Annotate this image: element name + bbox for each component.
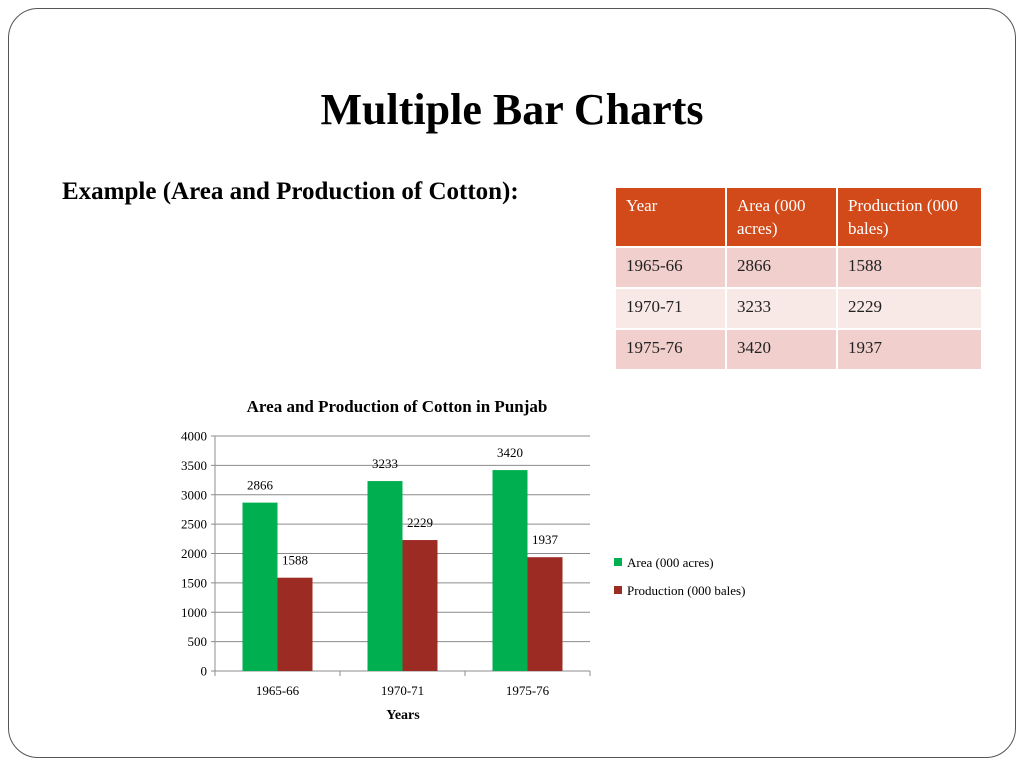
chart-legend: Area (000 acres) Production (000 bales): [614, 555, 745, 598]
x-axis-label: Years: [386, 708, 420, 723]
bar: [367, 481, 403, 671]
bar-data-label: 3420: [497, 445, 523, 460]
legend-label: Area (000 acres): [627, 555, 714, 570]
y-tick-label: 4000: [181, 429, 207, 444]
bar-data-label: 3233: [372, 456, 398, 471]
y-tick-label: 1500: [181, 575, 207, 590]
bar: [492, 470, 528, 671]
table-cell-production: 2229: [836, 287, 983, 330]
table-row: 1970-71 3233 2229: [614, 287, 983, 330]
table-cell-year: 1965-66: [614, 246, 727, 289]
y-tick-label: 2500: [181, 517, 207, 532]
slide-title: Multiple Bar Charts: [320, 85, 704, 134]
bar-data-label: 2229: [407, 515, 433, 530]
bar-data-label: 1937: [532, 532, 559, 547]
y-tick-label: 2000: [181, 546, 207, 561]
x-tick-label: 1975-76: [506, 683, 550, 698]
table-cell-production: 1937: [836, 328, 983, 371]
y-axis-ticks: 0 500 1000 1500 2000 2500 3000 3500 4000: [181, 429, 207, 679]
y-tick-label: 3000: [181, 487, 207, 502]
table-row: 1975-76 3420 1937: [614, 328, 983, 371]
bar-data-label: 1588: [282, 553, 308, 568]
y-tick-label: 3500: [181, 458, 207, 473]
table-cell-area: 3233: [725, 287, 838, 330]
x-axis-ticks: 1965-66 1970-71 1975-76: [256, 683, 550, 698]
chart-bars: [242, 470, 563, 671]
table-cell-area: 2866: [725, 246, 838, 289]
chart-title: Area and Production of Cotton in Punjab: [247, 397, 548, 416]
bar: [402, 540, 438, 671]
table-header-area: Area (000 acres): [725, 186, 838, 248]
bar-data-label: 2866: [247, 478, 274, 493]
bar: [527, 557, 563, 671]
legend-swatch: [614, 558, 622, 566]
bar: [242, 502, 278, 671]
chart-data-labels: 2866 1588 3233 2229 3420 1937: [247, 445, 559, 568]
y-tick-label: 500: [188, 634, 208, 649]
table-header-year: Year: [614, 186, 727, 248]
x-tick-label: 1965-66: [256, 683, 300, 698]
table-cell-area: 3420: [725, 328, 838, 371]
example-label: Example (Area and Production of Cotton):: [62, 178, 519, 205]
table-row: 1965-66 2866 1588: [614, 246, 983, 289]
x-tick-label: 1970-71: [381, 683, 424, 698]
table-header-row: Year Area (000 acres) Production (000 ba…: [614, 186, 983, 248]
y-tick-label: 0: [201, 664, 208, 679]
bar: [277, 577, 313, 671]
table-cell-production: 1588: [836, 246, 983, 289]
legend-label: Production (000 bales): [627, 583, 745, 598]
table-cell-year: 1970-71: [614, 287, 727, 330]
table-header-production: Production (000 bales): [836, 186, 983, 248]
table-cell-year: 1975-76: [614, 328, 727, 371]
y-tick-label: 1000: [181, 605, 207, 620]
data-table: Year Area (000 acres) Production (000 ba…: [614, 186, 983, 371]
legend-swatch: [614, 586, 622, 594]
